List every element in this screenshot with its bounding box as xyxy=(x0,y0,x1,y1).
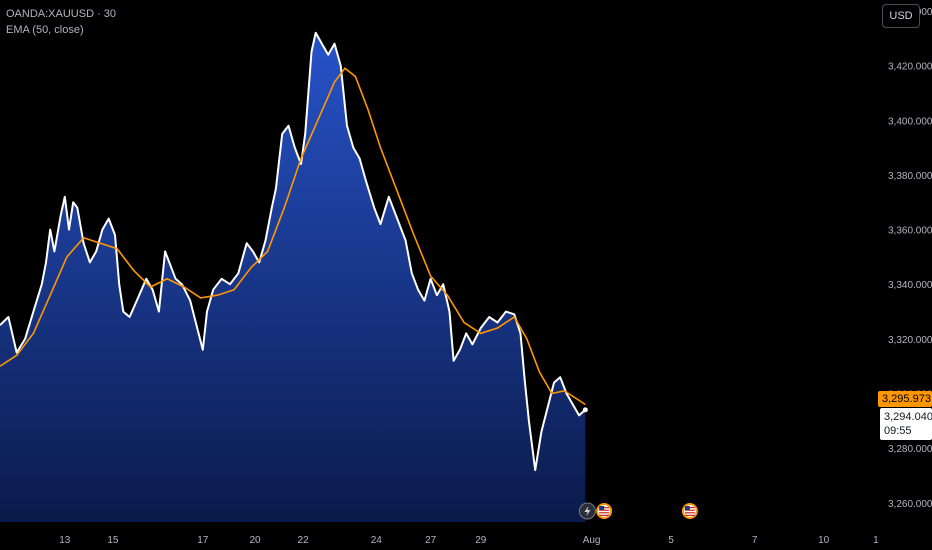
time-tick-label: 27 xyxy=(425,535,437,546)
time-tick-label: 29 xyxy=(475,535,487,546)
price-area-fill xyxy=(0,32,586,523)
ema-price-badge: 3,295.973 xyxy=(878,391,932,407)
last-price-value: 3,294.040 xyxy=(884,411,932,423)
time-tick-label: 22 xyxy=(298,535,310,546)
price-tick-label: 3,280.000 xyxy=(888,444,932,455)
price-tick-label: 3,360.000 xyxy=(888,226,932,237)
time-tick-label: 5 xyxy=(668,535,674,546)
price-tick-label: 3,320.000 xyxy=(888,335,932,346)
time-tick-label: 17 xyxy=(197,535,209,546)
time-tick-label: 20 xyxy=(249,535,261,546)
price-line[interactable] xyxy=(0,31,586,472)
time-tick-label: 7 xyxy=(752,535,758,546)
price-tick-label: 3,400.000 xyxy=(888,116,932,127)
last-price-dot xyxy=(582,407,588,413)
chart-legend: OANDA:XAUUSD · 30 EMA (50, close) xyxy=(6,6,116,38)
us-flag-event-icon[interactable] xyxy=(596,503,613,519)
price-tick-label: 3,420.000 xyxy=(888,62,932,73)
time-tick-label: 24 xyxy=(371,535,383,546)
time-tick-label: 10 xyxy=(818,535,830,546)
price-tick-label: 3,380.000 xyxy=(888,171,932,182)
time-tick-label: 15 xyxy=(107,535,119,546)
price-tick-label: 3,340.000 xyxy=(888,280,932,291)
time-tick-label: Aug xyxy=(583,535,601,546)
time-axis[interactable]: 13 15 17 20 22 24 27 29 Aug 5 7 10 1 xyxy=(59,535,879,546)
time-tick-label: 13 xyxy=(59,535,71,546)
price-tick-label: 3,260.000 xyxy=(888,499,932,510)
symbol-label[interactable]: OANDA:XAUUSD · 30 xyxy=(6,8,117,20)
ema-line[interactable] xyxy=(0,67,586,406)
time-tick-label: 1 xyxy=(873,535,879,546)
indicator-label[interactable]: EMA (50, close) xyxy=(6,24,84,36)
last-price-badge: 3,294.040 09:55 xyxy=(880,408,932,440)
flash-event-icon[interactable] xyxy=(578,502,596,520)
events-row xyxy=(578,502,698,520)
currency-button[interactable]: USD xyxy=(882,4,920,28)
us-flag-event-icon[interactable] xyxy=(681,503,698,519)
bar-countdown: 09:55 xyxy=(884,425,912,437)
